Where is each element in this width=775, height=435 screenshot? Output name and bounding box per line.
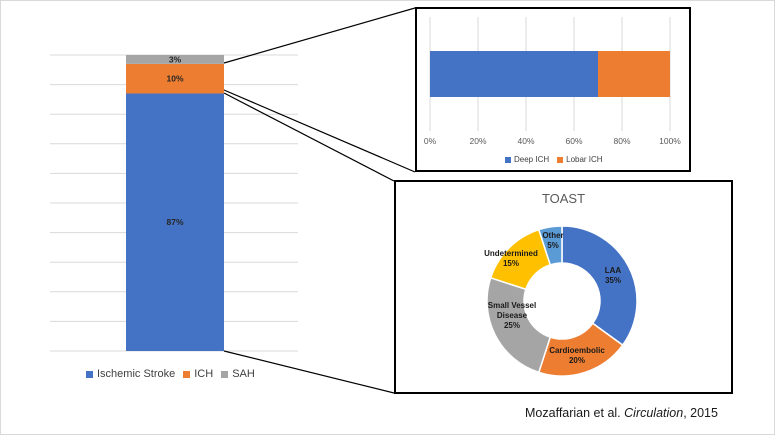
ich-legend-item-lobar-ich: Lobar ICH	[557, 155, 603, 164]
ich-tick-label: 20%	[469, 136, 486, 146]
citation: Mozaffarian et al. Circulation, 2015	[525, 406, 718, 420]
stacked-bar: 87% 10% 3%	[126, 54, 224, 351]
ich-location-chart-box: 0% 20% 40% 60% 80% 100%	[415, 7, 691, 172]
donut-slice-other	[537, 225, 563, 266]
bar-label-ischemic-stroke: 87%	[166, 217, 183, 227]
donut-slice-small-vessel-disease	[486, 276, 552, 374]
toast-title: TOAST	[541, 191, 586, 206]
bar-segment-ischemic-stroke	[126, 93, 224, 351]
donut-label-undetermined: Undetermined 15%	[484, 249, 538, 268]
connector-toast-top-line	[223, 92, 395, 182]
donut-label-cardioembolic: Cardioembolic 20%	[549, 346, 605, 365]
citation-authors: Mozaffarian et al.	[525, 406, 625, 420]
main-legend-item-sah: SAH	[221, 368, 255, 380]
bar-segment-sah	[126, 55, 224, 64]
citation-year: , 2015	[683, 406, 718, 420]
donut-slice-laa	[561, 225, 638, 347]
donut-label-small-vessel-disease: Small Vessel Disease 25%	[488, 301, 536, 330]
ich-tick-label: 0%	[424, 136, 437, 146]
donut-label-laa: LAA 35%	[605, 266, 622, 285]
zoom-connectors	[223, 7, 416, 394]
legend-swatch	[557, 156, 564, 163]
ich-location-chart: 0% 20% 40% 60% 80% 100%	[424, 17, 681, 146]
main-legend: Ischemic Stroke ICH SAH	[86, 368, 263, 380]
legend-label: Lobar ICH	[566, 155, 603, 164]
legend-label: Ischemic Stroke	[97, 368, 176, 380]
toast-donut-chart: LAA 35% Cardioembolic 20% Small Vessel Diseas…	[484, 225, 638, 377]
toast-chart-box: TOAST LAA 35% Cardioembolic 20% Small Vessel…	[394, 180, 733, 394]
legend-label: SAH	[232, 368, 255, 380]
legend-label: ICH	[194, 368, 214, 380]
ich-bar-lobar-ich	[598, 51, 670, 97]
legend-swatch	[221, 370, 229, 378]
bar-segment-ich	[126, 63, 224, 94]
main-legend-item-ich: ICH	[183, 368, 213, 380]
main-legend-item-ischemic-stroke: Ischemic Stroke	[86, 368, 175, 380]
legend-swatch	[183, 370, 191, 378]
legend-label: Deep ICH	[514, 155, 550, 164]
ich-tick-label: 80%	[613, 136, 630, 146]
ich-legend: Deep ICH Lobar ICH	[505, 155, 611, 164]
connector-ich-bottom-line	[223, 89, 416, 173]
connector-top-line	[223, 7, 416, 64]
legend-swatch	[86, 370, 93, 378]
donut-label-other: Other 5%	[542, 231, 563, 250]
ich-tick-label: 100%	[659, 136, 681, 146]
legend-swatch	[505, 156, 511, 163]
ich-bar-deep-ich	[430, 51, 598, 97]
bar-label-ich: 10%	[166, 74, 183, 84]
ich-tick-label: 60%	[565, 136, 582, 146]
connector-toast-bottom-line	[223, 350, 395, 394]
bar-label-sah: 3%	[169, 54, 182, 64]
ich-legend-item-deep-ich: Deep ICH	[505, 155, 549, 164]
citation-journal: Circulation	[624, 406, 684, 420]
ich-tick-label: 40%	[517, 136, 534, 146]
